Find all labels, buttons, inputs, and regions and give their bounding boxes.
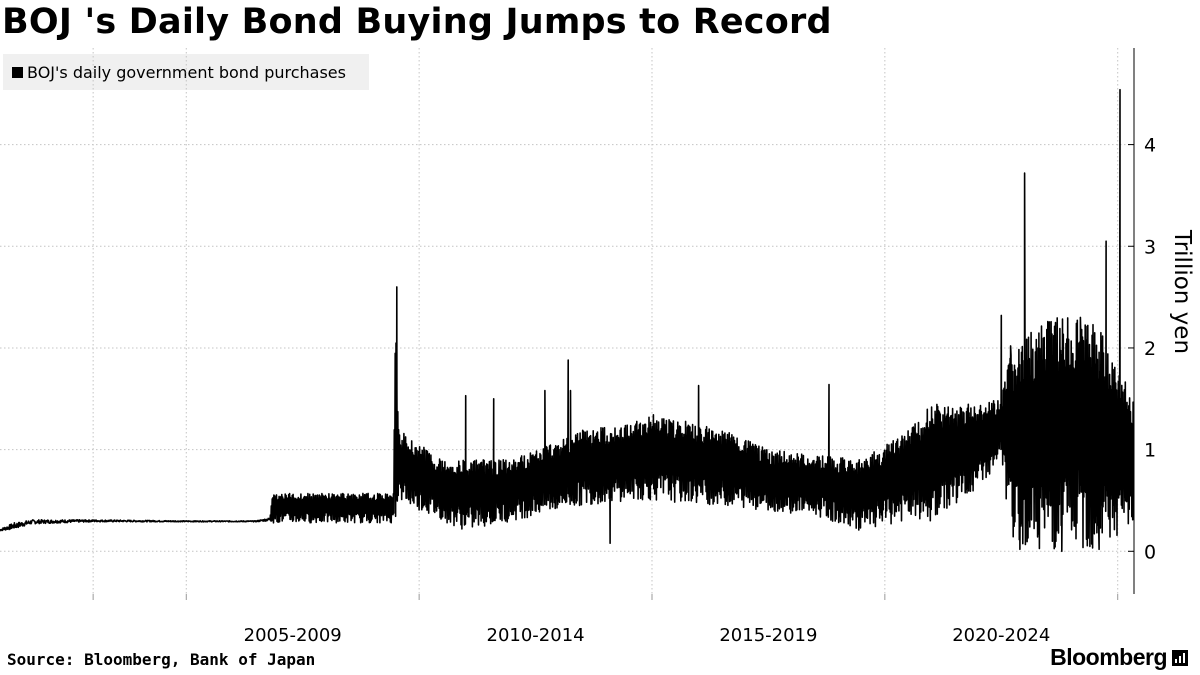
y-tick-label: 0 [1144,541,1156,563]
y-axis-title: Trillion yen [1169,229,1195,354]
chart-title: BOJ 's Daily Bond Buying Jumps to Record [2,2,832,42]
legend-swatch [12,66,23,78]
x-tick-label: 2015-2019 [719,625,817,646]
x-tick-label: 2005-2009 [244,625,342,646]
brand: Bloomberg [1050,644,1188,671]
y-tick-label: 2 [1144,338,1156,360]
bloomberg-terminal-icon [1172,649,1188,666]
x-tick-label: 2010-2014 [487,625,585,646]
series-line [0,88,1135,553]
brand-logo: Bloomberg [1050,644,1167,670]
source-note: Source: Bloomberg, Bank of Japan [7,650,316,669]
x-tick-label: 2020-2024 [952,625,1050,646]
y-tick-label: 3 [1144,236,1156,258]
y-tick-label: 4 [1144,135,1156,157]
y-tick-label: 1 [1144,440,1156,462]
